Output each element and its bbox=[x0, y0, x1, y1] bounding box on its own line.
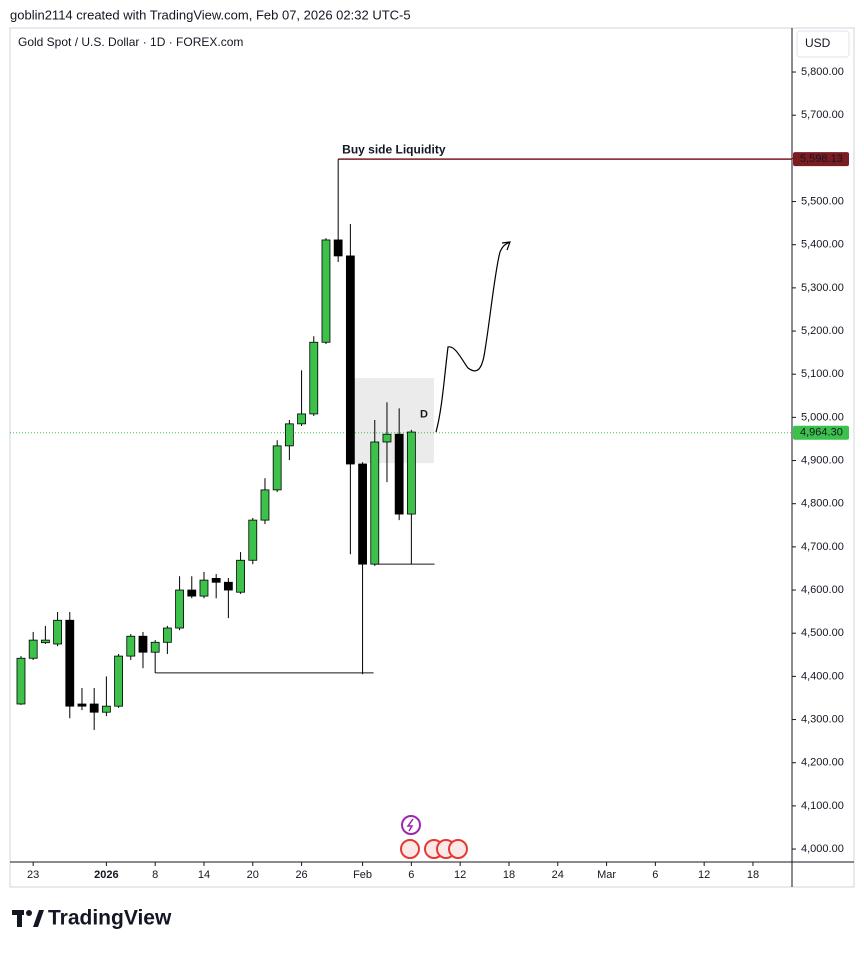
candle-body bbox=[65, 619, 75, 707]
candle-body bbox=[284, 423, 294, 447]
x-tick-label: 12 bbox=[698, 869, 710, 881]
currency: USD bbox=[805, 36, 831, 50]
candle-body bbox=[272, 445, 282, 491]
last-price-label: 4,964.30 bbox=[800, 427, 843, 439]
candle-body bbox=[53, 619, 62, 645]
x-tick-label: Feb bbox=[353, 869, 372, 881]
y-tick-label: 5,300.00 bbox=[801, 282, 844, 294]
candle-body bbox=[199, 579, 209, 597]
candle-body bbox=[394, 433, 404, 515]
candle-body bbox=[248, 519, 258, 561]
event-icons bbox=[400, 815, 468, 859]
candle-body bbox=[114, 655, 123, 707]
y-tick-label: 4,200.00 bbox=[801, 757, 844, 769]
zone bbox=[350, 378, 434, 464]
candle-body bbox=[211, 577, 221, 583]
candle-body bbox=[236, 559, 245, 593]
liquidity-tag bbox=[793, 152, 849, 167]
y-tick-label: 4,700.00 bbox=[801, 541, 844, 553]
y-tick-label: 4,600.00 bbox=[801, 584, 844, 596]
y-tick-label: 5,000.00 bbox=[801, 411, 844, 423]
x-tick-label: 6 bbox=[652, 869, 658, 881]
zone-label: D bbox=[420, 409, 428, 421]
y-tick-label: 4,900.00 bbox=[801, 454, 844, 466]
x-tick-label: 12 bbox=[454, 869, 466, 881]
candle-body bbox=[40, 639, 50, 644]
x-tick-label: 24 bbox=[552, 869, 564, 881]
candle-body bbox=[370, 441, 380, 565]
y-tick-label: 5,700.00 bbox=[801, 109, 844, 121]
y-tick-label: 4,800.00 bbox=[801, 498, 844, 510]
candle-body bbox=[321, 239, 331, 343]
y-tick-label: 4,300.00 bbox=[801, 713, 844, 725]
projection-arrow bbox=[435, 241, 511, 433]
candle-body bbox=[101, 705, 111, 713]
candle-body bbox=[150, 641, 160, 653]
candle-body bbox=[333, 239, 343, 257]
currency-box[interactable] bbox=[796, 30, 850, 58]
y-tick-label: 5,400.00 bbox=[801, 239, 844, 251]
x-tick-label: Mar bbox=[597, 869, 616, 881]
candle-body bbox=[16, 657, 26, 705]
y-tick-label: 5,200.00 bbox=[801, 325, 844, 337]
plot: D Buy side Liquidity bbox=[10, 142, 792, 730]
last-price-tag bbox=[793, 425, 849, 440]
x-tick-label: 23 bbox=[27, 869, 39, 881]
y-tick-label: 5,500.00 bbox=[801, 195, 844, 207]
brand-logo bbox=[12, 910, 44, 927]
candle-body bbox=[28, 639, 38, 659]
liquidity-tag-label: 5,598.13 bbox=[800, 153, 843, 165]
candle-body bbox=[345, 255, 355, 465]
x-tick-label: 20 bbox=[247, 869, 259, 881]
y-tick-label: 4,000.00 bbox=[801, 843, 844, 855]
candle-body bbox=[358, 463, 367, 565]
candle-body bbox=[175, 589, 184, 629]
x-tick-label: 18 bbox=[503, 869, 515, 881]
candle-body bbox=[126, 635, 136, 657]
y-tick-label: 4,400.00 bbox=[801, 670, 844, 682]
brand: TradingView bbox=[48, 907, 172, 930]
header: goblin2114 created with TradingView.com,… bbox=[10, 7, 411, 22]
liquidity-label: Buy side Liquidity bbox=[342, 142, 446, 156]
candle-body bbox=[187, 589, 197, 597]
y-tick-label: 5,800.00 bbox=[801, 66, 844, 78]
candle-body bbox=[260, 489, 270, 521]
candle-body bbox=[138, 635, 148, 653]
x-tick-label: 26 bbox=[295, 869, 307, 881]
legend: Gold Spot / U.S. Dollar · 1D · FOREX.com bbox=[18, 35, 243, 49]
y-tick-label: 5,100.00 bbox=[801, 368, 844, 380]
candle-body bbox=[309, 341, 319, 415]
x-tick-label: 14 bbox=[198, 869, 210, 881]
candle-body bbox=[223, 581, 233, 591]
frame bbox=[9, 27, 855, 888]
x-tick-label: 2026 bbox=[94, 869, 118, 881]
candle-body bbox=[297, 413, 306, 425]
x-tick-label: 8 bbox=[152, 869, 158, 881]
y-tick-label: 4,500.00 bbox=[801, 627, 844, 639]
x-tick-label: 18 bbox=[747, 869, 759, 881]
y-tick-label: 4,100.00 bbox=[801, 800, 844, 812]
candle-body bbox=[162, 627, 172, 643]
candle-body bbox=[382, 433, 392, 443]
candle-body bbox=[406, 431, 416, 515]
x-tick-label: 6 bbox=[408, 869, 414, 881]
candle-body bbox=[77, 703, 87, 707]
candle-body bbox=[89, 703, 99, 713]
